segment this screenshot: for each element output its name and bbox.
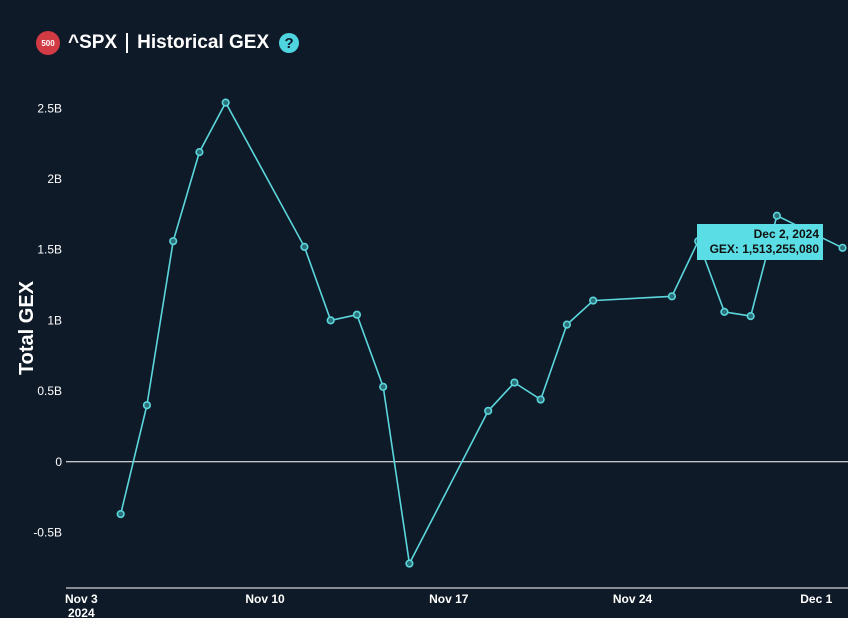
y-tick-label: 1.5B [37, 243, 62, 257]
data-point[interactable] [326, 316, 335, 325]
y-axis-ticks: 2.5B 2B 1.5B 1B 0.5B 0 -0.5B [33, 101, 62, 539]
data-point[interactable] [562, 320, 572, 329]
y-tick-label: -0.5B [33, 525, 62, 539]
data-point[interactable] [116, 509, 125, 519]
x-tick-label: Nov 10 [245, 592, 285, 606]
hover-tooltip: Dec 2, 2024 GEX: 1,513,255,080 [697, 224, 823, 260]
y-tick-label: 2B [47, 172, 62, 186]
data-point[interactable] [352, 310, 362, 319]
gex-series-line [119, 100, 843, 567]
data-point[interactable] [169, 237, 178, 246]
x-tick-label: Nov 17 [429, 592, 469, 606]
data-points [116, 98, 847, 568]
data-point[interactable] [510, 378, 519, 387]
y-tick-label: 0.5B [37, 384, 62, 398]
x-tick-label: Dec 1 [800, 592, 832, 606]
tooltip-value: GEX: 1,513,255,080 [709, 242, 819, 256]
data-point[interactable] [195, 148, 204, 157]
x-tick-label: Nov 24 [613, 592, 653, 606]
x-tick-label: Nov 3 [65, 592, 98, 606]
data-point[interactable] [536, 395, 545, 404]
tooltip-date: Dec 2, 2024 [753, 227, 819, 241]
data-point[interactable] [746, 312, 755, 321]
data-point[interactable] [405, 559, 414, 568]
data-point[interactable] [300, 242, 309, 251]
x-tick-year-label: 2024 [68, 606, 95, 618]
title-divider [126, 33, 129, 53]
data-point[interactable] [667, 292, 677, 301]
y-tick-label: 1B [47, 313, 62, 327]
y-axis-label: Total GEX [16, 280, 38, 375]
y-tick-label: 0 [55, 455, 62, 469]
help-icon[interactable]: ? [279, 33, 300, 53]
ticker-symbol: ^SPX [68, 32, 118, 53]
data-point[interactable] [484, 406, 493, 415]
data-point[interactable] [142, 401, 152, 410]
y-tick-label: 2.5B [37, 101, 62, 115]
chart-header: 500 ^SPX Historical GEX ? [36, 30, 300, 56]
data-point[interactable] [379, 382, 388, 391]
sp500-logo: 500 [36, 31, 60, 55]
data-point[interactable] [772, 211, 782, 220]
data-point[interactable] [589, 296, 598, 305]
data-point[interactable] [720, 307, 729, 316]
data-point[interactable] [838, 243, 847, 252]
chart-title: Historical GEX [137, 32, 270, 53]
data-point[interactable] [221, 98, 230, 107]
